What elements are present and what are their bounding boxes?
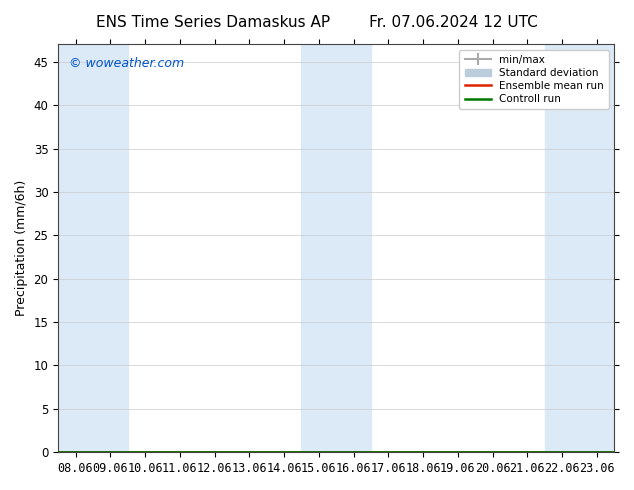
Bar xyxy=(301,45,371,452)
Text: ENS Time Series Damaskus AP        Fr. 07.06.2024 12 UTC: ENS Time Series Damaskus AP Fr. 07.06.20… xyxy=(96,15,538,30)
Y-axis label: Precipitation (mm/6h): Precipitation (mm/6h) xyxy=(15,180,28,317)
Bar xyxy=(545,45,614,452)
Legend: min/max, Standard deviation, Ensemble mean run, Controll run: min/max, Standard deviation, Ensemble me… xyxy=(460,49,609,109)
Bar xyxy=(58,45,127,452)
Text: © woweather.com: © woweather.com xyxy=(69,57,184,70)
